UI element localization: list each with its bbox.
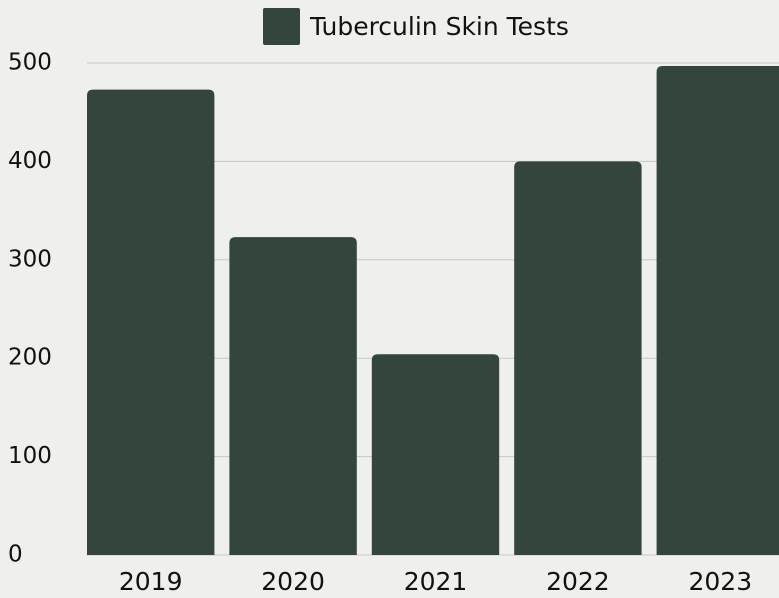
y-tick-label: 500: [8, 50, 52, 76]
x-tick-label: 2019: [119, 567, 183, 596]
x-tick-label: 2022: [546, 567, 610, 596]
bar: [371, 354, 500, 555]
legend-label: Tuberculin Skin Tests: [309, 12, 569, 41]
y-tick-label: 300: [8, 246, 52, 272]
y-tick-label: 100: [8, 443, 52, 469]
bar: [514, 161, 642, 555]
x-tick-label: 2023: [688, 567, 752, 596]
y-tick-label: 400: [8, 148, 52, 174]
bar: [87, 89, 215, 556]
bar: [656, 65, 779, 555]
y-tick-label: 200: [8, 345, 52, 371]
y-tick-label: 0: [8, 542, 23, 568]
bar: [229, 237, 357, 555]
legend-swatch: [263, 8, 300, 45]
x-tick-label: 2020: [261, 567, 325, 596]
x-tick-label: 2021: [404, 567, 468, 596]
